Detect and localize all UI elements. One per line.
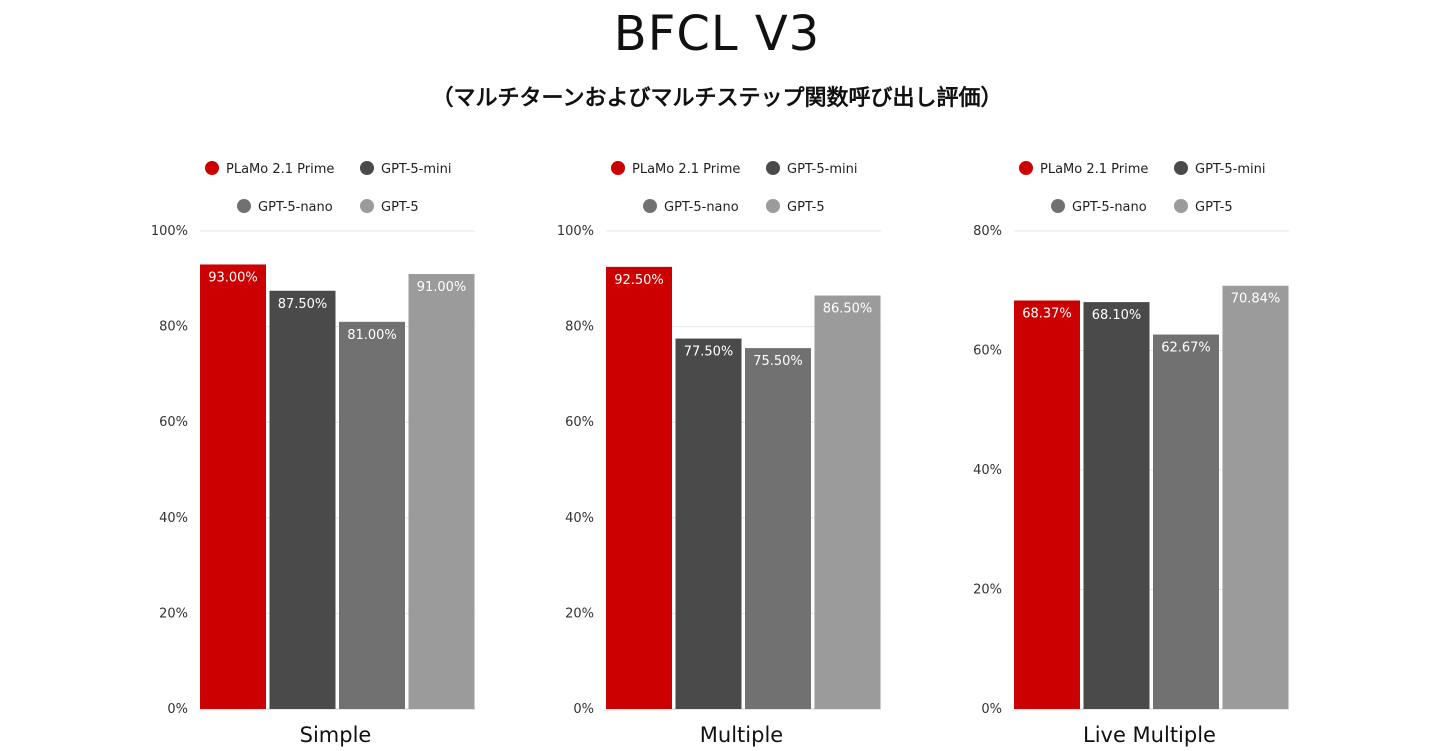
data-label: 87.50% — [278, 297, 328, 312]
legend-entry: PLaMo 2.1 Prime — [226, 162, 334, 177]
legend-entry: GPT-5-nano — [664, 200, 739, 215]
y-tick-label: 0% — [981, 702, 1002, 717]
legend-entry: GPT-5-mini — [381, 162, 451, 177]
bar-gpt-5-nano — [745, 348, 811, 709]
data-label: 92.50% — [614, 273, 664, 288]
data-label: 91.00% — [417, 280, 467, 295]
data-label: 75.50% — [753, 354, 803, 369]
legend-entry: GPT-5 — [1195, 200, 1233, 215]
y-tick-label: 40% — [973, 463, 1002, 478]
legend-entry: GPT-5-nano — [258, 200, 333, 215]
legend-marker — [611, 161, 625, 175]
chart-subtitle: （マルチターンおよびマルチステップ関数呼び出し評価） — [431, 86, 1003, 111]
bar-gpt-5-mini — [675, 338, 742, 709]
legend-entry: PLaMo 2.1 Prime — [1040, 162, 1148, 177]
legend-marker — [360, 161, 374, 175]
y-tick-label: 80% — [973, 224, 1002, 239]
data-label: 93.00% — [208, 270, 258, 285]
y-tick-label: 80% — [159, 320, 188, 335]
legend-marker — [237, 199, 251, 213]
y-tick-label: 60% — [973, 344, 1002, 359]
bar-gpt-5 — [1222, 285, 1289, 709]
data-label: 68.10% — [1092, 308, 1142, 323]
y-tick-label: 0% — [573, 702, 594, 717]
legend-marker — [1174, 161, 1188, 175]
legend-marker — [205, 161, 219, 175]
y-tick-label: 20% — [973, 583, 1002, 598]
chart-title: BFCL V3 — [613, 6, 821, 62]
bar-gpt-5-nano — [339, 321, 405, 709]
data-label: 68.37% — [1022, 306, 1072, 321]
legend-entry: GPT-5-mini — [1195, 162, 1265, 177]
legend-entry: PLaMo 2.1 Prime — [632, 162, 740, 177]
data-label: 62.67% — [1161, 341, 1211, 356]
bar-gpt-5 — [408, 274, 475, 709]
data-label: 70.84% — [1231, 292, 1281, 307]
category-label: Simple — [300, 723, 372, 747]
bar-plamo-2-1-prime — [606, 266, 672, 709]
legend-marker — [766, 199, 780, 213]
y-tick-label: 80% — [565, 320, 594, 335]
chart-panel-2: 0% 20% 40% 60% 80% 100% 92.50% 77.50% 75.50% 86.5… — [557, 161, 881, 747]
category-label: Live Multiple — [1083, 723, 1216, 747]
chart-panel-3: 0% 20% 40% 60% 80% 68.37% 68.10% 62.67% 70.84% Li… — [973, 161, 1289, 747]
legend-entry: GPT-5-nano — [1072, 200, 1147, 215]
y-tick-label: 60% — [159, 415, 188, 430]
bar-gpt-5-nano — [1153, 334, 1219, 709]
legend-marker — [1174, 199, 1188, 213]
data-label: 77.50% — [684, 345, 734, 360]
y-tick-label: 100% — [151, 224, 188, 239]
legend-marker — [1051, 199, 1065, 213]
category-label: Multiple — [700, 723, 783, 747]
legend-entry: GPT-5 — [787, 200, 825, 215]
y-tick-label: 40% — [159, 511, 188, 526]
legend-marker — [360, 199, 374, 213]
y-tick-label: 100% — [557, 224, 594, 239]
y-tick-label: 20% — [565, 606, 594, 621]
bar-gpt-5 — [814, 295, 881, 709]
data-label: 86.50% — [823, 302, 873, 317]
bar-gpt-5-mini — [269, 290, 336, 709]
y-tick-label: 40% — [565, 511, 594, 526]
bar-plamo-2-1-prime — [200, 264, 266, 709]
legend-marker — [643, 199, 657, 213]
bar-plamo-2-1-prime — [1014, 300, 1080, 709]
y-tick-label: 60% — [565, 415, 594, 430]
y-tick-label: 20% — [159, 606, 188, 621]
legend-marker — [1019, 161, 1033, 175]
legend-entry: GPT-5 — [381, 200, 419, 215]
y-tick-label: 0% — [167, 702, 188, 717]
chart-panel-1: 0% 20% 40% 60% 80% 100% 93.00% 87.50% 81.00% 91.0… — [151, 161, 475, 747]
legend-marker — [766, 161, 780, 175]
bar-gpt-5-mini — [1083, 302, 1150, 709]
legend-entry: GPT-5-mini — [787, 162, 857, 177]
data-label: 81.00% — [347, 328, 397, 343]
